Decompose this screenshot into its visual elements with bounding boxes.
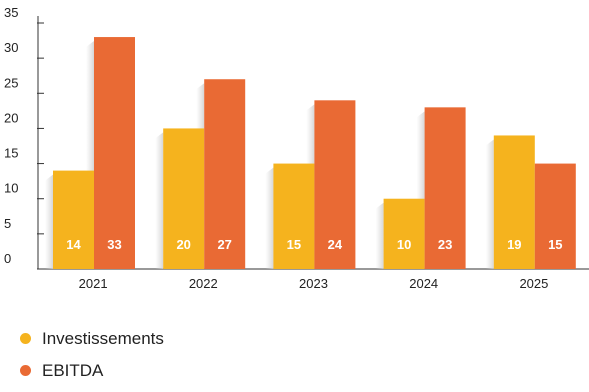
y-tick-label: 0 [4, 251, 11, 266]
data-label-investissements-2022: 20 [176, 237, 190, 252]
y-tick-label: 15 [4, 146, 18, 161]
y-axis: 0 5 10 15 20 25 30 35 [4, 5, 44, 270]
bar-shadow [375, 202, 384, 269]
y-tick-label: 25 [4, 75, 18, 90]
data-label-investissements-2023: 15 [287, 237, 301, 252]
data-label-ebitda-2025: 15 [548, 237, 562, 252]
bar-investissements-2021 [53, 170, 94, 269]
x-tick-label: 2024 [409, 276, 438, 291]
bar-investissements-2023 [273, 163, 315, 269]
legend-item-investissements: Investissements [20, 328, 164, 349]
x-axis: 2021 2022 2023 2024 2025 [38, 268, 589, 291]
legend-label-ebitda: EBITDA [42, 360, 104, 380]
bar-ebitda-2025 [534, 163, 576, 269]
x-tick-label: 2025 [519, 276, 548, 291]
x-tick-label: 2023 [299, 276, 328, 291]
data-label-investissements-2024: 10 [397, 237, 411, 252]
bar-shadow [155, 132, 164, 269]
bars [53, 37, 576, 269]
data-label-investissements-2025: 19 [507, 237, 521, 252]
legend-item-ebitda: EBITDA [20, 360, 164, 381]
bar-ebitda-2024 [424, 107, 466, 269]
y-tick-label: 35 [4, 5, 18, 20]
y-tick-label: 5 [4, 216, 11, 231]
y-tick-label: 30 [4, 40, 18, 55]
bar-shadow [265, 167, 274, 269]
bar-shadow [485, 139, 494, 269]
bar-shadow [45, 174, 53, 269]
data-label-ebitda-2024: 23 [438, 237, 452, 252]
legend: Investissements EBITDA [20, 328, 164, 392]
data-labels: 14 33 20 27 15 24 10 23 19 15 [66, 237, 562, 252]
bar-investissements-2024 [383, 198, 425, 269]
y-tick-label: 20 [4, 110, 18, 125]
legend-label-investissements: Investissements [42, 328, 164, 348]
y-tick-label: 10 [4, 181, 18, 196]
x-tick-label: 2022 [189, 276, 218, 291]
bar-ebitda-2022 [204, 79, 246, 269]
legend-swatch-investissements [20, 333, 31, 344]
legend-swatch-ebitda [20, 365, 31, 376]
data-label-investissements-2021: 14 [66, 237, 81, 252]
x-tick-label: 2021 [79, 276, 108, 291]
bar-investissements-2022 [163, 128, 205, 269]
data-label-ebitda-2021: 33 [107, 237, 121, 252]
data-label-ebitda-2023: 24 [328, 237, 343, 252]
bar-investissements-2025 [493, 135, 535, 269]
bar-ebitda-2023 [314, 100, 356, 269]
bar-ebitda-2021 [94, 37, 135, 269]
data-label-ebitda-2022: 27 [217, 237, 231, 252]
